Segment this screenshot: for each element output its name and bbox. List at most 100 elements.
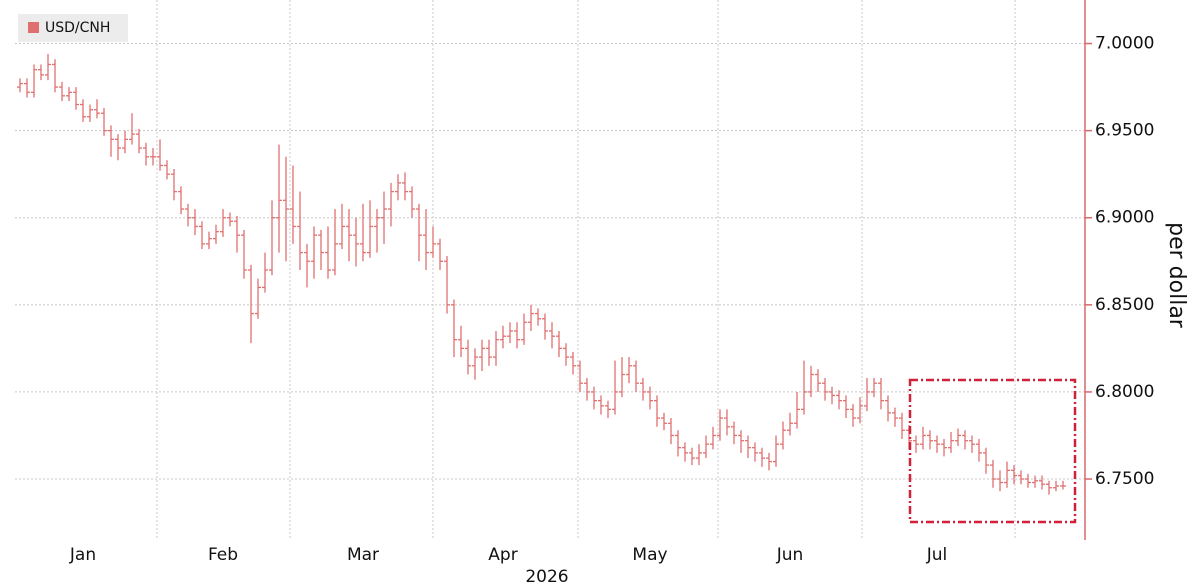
x-tick-label: Jan [69, 545, 96, 565]
legend: USD/CNH [18, 14, 128, 42]
ohlc-bar [59, 81, 65, 102]
ohlc-bar [1025, 473, 1031, 488]
ohlc-bar [829, 386, 835, 405]
ohlc-bar [500, 325, 506, 349]
ohlc-bar [206, 231, 212, 250]
ohlc-bar [815, 369, 821, 392]
ohlc-bar [626, 357, 632, 384]
ohlc-bar [1039, 475, 1045, 490]
ohlc-bar [269, 200, 275, 276]
ohlc-bar [1011, 465, 1017, 485]
ohlc-bar [703, 435, 709, 459]
ohlc-bar [17, 78, 23, 93]
ohlc-bar [808, 365, 814, 398]
y-axis-label: per dollar [1164, 222, 1189, 329]
ohlc-bar [871, 378, 877, 398]
ohlc-bar [710, 426, 716, 450]
ohlc-bar [794, 391, 800, 429]
ohlc-bar [647, 386, 653, 410]
ohlc-bar [591, 386, 597, 410]
ohlc-bar [542, 313, 548, 340]
ohlc-bar [157, 139, 163, 171]
ohlc-bar [668, 418, 674, 445]
ohlc-bar [514, 322, 520, 349]
ohlc-bar [108, 125, 114, 157]
ohlc-bar [374, 209, 380, 253]
ohlc-bar [332, 209, 338, 276]
ohlc-bar [479, 339, 485, 372]
ohlc-bar [521, 313, 527, 345]
ohlc-bar [528, 304, 534, 331]
ohlc-bar [619, 357, 625, 398]
ohlc-bar [101, 108, 107, 136]
ohlc-bar [283, 156, 289, 262]
y-tick-label: 6.9500 [1095, 121, 1154, 141]
ohlc-bar [570, 351, 576, 375]
ohlc-bar [822, 378, 828, 401]
ohlc-bar [52, 59, 58, 93]
ohlc-bar [941, 438, 947, 457]
ohlc-bar [773, 435, 779, 467]
ohlc-bar [87, 104, 93, 122]
ohlc-bar [493, 330, 499, 366]
ohlc-bar [780, 421, 786, 450]
ohlc-bar [724, 409, 730, 436]
x-tick-label: Jun [776, 545, 804, 565]
ohlc-bar [465, 339, 471, 375]
ohlc-bar [486, 339, 492, 366]
ohlc-bar [955, 428, 961, 446]
ohlc-bar [507, 322, 513, 344]
ohlc-bar [297, 191, 303, 270]
ohlc-bar [164, 160, 170, 180]
ohlc-bar [556, 330, 562, 358]
ohlc-bar [339, 203, 345, 250]
ohlc-bar [262, 252, 268, 293]
ohlc-bar [843, 395, 849, 419]
ohlc-bar [731, 421, 737, 445]
ohlc-bar [927, 430, 933, 450]
ohlc-bar [1018, 470, 1024, 485]
x-tick-label: Feb [208, 545, 238, 565]
ohlc-bar [311, 226, 317, 279]
ohlc-bar [416, 203, 422, 262]
ohlc-bar [45, 54, 51, 81]
ohlc-bar [185, 203, 191, 227]
month-grid [15, 0, 1085, 540]
ohlc-bar [304, 243, 310, 288]
ohlc-bar [696, 444, 702, 466]
ohlc-bar [689, 447, 695, 466]
ohlc-bar [976, 438, 982, 462]
ohlc-bar [1053, 480, 1059, 492]
ohlc-bar [745, 435, 751, 459]
ohlc-bar [227, 212, 233, 227]
plot-area [17, 54, 1066, 495]
legend-label: USD/CNH [45, 20, 110, 36]
ohlc-bar [850, 404, 856, 427]
ohlc-bar [633, 360, 639, 392]
ohlc-bar [472, 348, 478, 380]
ohlc-bar [682, 442, 688, 462]
ohlc-bar [962, 430, 968, 450]
ohlc-bar [913, 435, 919, 453]
ohlc-bar [143, 142, 149, 166]
ohlc-bar [38, 64, 44, 81]
ohlc-bar [367, 200, 373, 258]
ohlc-bar [451, 299, 457, 358]
ohlc-bar [661, 412, 667, 431]
x-tick-label: Jul [926, 545, 948, 565]
ohlc-bar [990, 459, 996, 488]
ohlc-bar [892, 407, 898, 427]
ohlc-bar [535, 308, 541, 326]
ohlc-bar [290, 165, 296, 244]
ohlc-bar [409, 186, 415, 218]
ohlc-bar [920, 426, 926, 450]
ohlc-bar [1032, 475, 1038, 488]
legend-swatch [28, 22, 39, 33]
ohlc-bar [948, 432, 954, 453]
ohlc-bar [129, 113, 135, 145]
ohlc-bar [675, 430, 681, 457]
ohlc-bar [346, 209, 352, 262]
ohlc-bar [255, 278, 261, 319]
ohlc-bar [80, 99, 86, 122]
